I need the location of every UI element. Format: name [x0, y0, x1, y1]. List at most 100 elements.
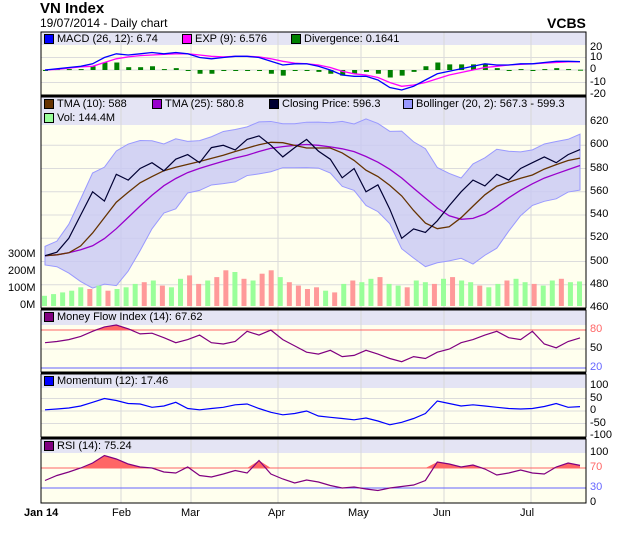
volume-bar — [60, 292, 66, 306]
legend-swatch — [182, 34, 192, 44]
volume-bar — [386, 283, 392, 306]
divergence-bar — [209, 70, 215, 74]
divergence-bar — [138, 67, 144, 70]
divergence-bar — [233, 70, 239, 71]
legend-label: RSI (14): 75.24 — [57, 440, 132, 452]
volume-bar — [504, 280, 510, 306]
rsi-overbought-fill — [45, 455, 580, 468]
divergence-bar — [304, 70, 310, 71]
divergence-bar — [257, 70, 262, 71]
x-axis-label: Apr — [268, 507, 286, 519]
price-axis-label: 580 — [590, 161, 609, 174]
rsi-axis-label: 100 — [590, 446, 609, 458]
volume-bar — [350, 280, 356, 306]
legend-closing-price: Closing Price: 596.3 — [269, 98, 380, 110]
legend-tma10: TMA (10): 588 — [44, 98, 127, 110]
legend-label: Closing Price: 596.3 — [282, 98, 381, 110]
legend-swatch — [44, 312, 54, 322]
price-axis-label: 620 — [590, 115, 609, 127]
volume-bar — [323, 290, 329, 306]
price-axis-label: 480 — [590, 277, 609, 290]
volume-axis-label: 100M — [8, 282, 36, 294]
legend-macd: MACD (26, 12): 6.74 — [44, 33, 158, 45]
volume-bar — [495, 283, 501, 306]
momentum-line — [44, 397, 581, 426]
divergence-bar — [542, 69, 548, 71]
divergence-bar — [364, 70, 369, 72]
momentum-axis-label: -100 — [590, 429, 613, 441]
divergence-bar — [197, 70, 203, 74]
divergence-bar — [245, 70, 251, 71]
macd-axis-label: -10 — [590, 75, 606, 88]
volume-bar — [549, 280, 555, 306]
volume-bar — [314, 287, 320, 306]
price-axis-label: 540 — [590, 208, 609, 220]
brand-label: VCBS — [547, 15, 586, 31]
volume-bar — [259, 273, 265, 306]
legend-label: Bollinger (20, 2): 567.3 - 599.3 — [416, 98, 565, 110]
chart-title: VN Index — [40, 0, 105, 17]
divergence-bar — [435, 62, 441, 70]
volume-bar — [232, 272, 238, 306]
momentum-legend-band — [41, 374, 586, 388]
x-axis-label: May — [348, 507, 369, 519]
volume-bar — [96, 285, 102, 306]
legend-momentum: Momentum (12): 17.46 — [44, 375, 168, 387]
volume-axis-label: 200M — [8, 265, 36, 277]
volume-bar — [468, 282, 474, 306]
x-axis-label: Jul — [520, 507, 535, 519]
volume-bar — [168, 287, 174, 306]
price-axis-label: 460 — [590, 301, 609, 313]
legend-divergence: Divergence: 0.1641 — [291, 33, 399, 45]
divergence-bar — [102, 62, 108, 70]
momentum-axis-label: -50 — [590, 416, 606, 429]
divergence-bar — [161, 69, 167, 71]
volume-bar — [241, 278, 247, 306]
closing-price-line — [44, 135, 581, 257]
divergence-bar — [340, 70, 346, 76]
macd-axis-label: 10 — [590, 50, 603, 63]
divergence-bar — [494, 68, 500, 70]
divergence-bar — [328, 70, 334, 74]
mfi-legend-band — [41, 310, 586, 325]
legend-mfi: Money Flow Index (14): 67.62 — [44, 311, 203, 323]
rsi-axis-label: 0 — [590, 496, 597, 508]
divergence-bar — [173, 68, 179, 70]
legend-swatch — [403, 99, 413, 109]
divergence-bar — [471, 64, 476, 70]
volume-axis-label: 300M — [8, 248, 36, 260]
volume-bar — [477, 285, 483, 306]
rsi-legend-band — [41, 439, 586, 453]
volume-bar — [567, 282, 573, 306]
volume-bar — [205, 280, 211, 306]
legend-exp: EXP (9): 6.576 — [182, 33, 267, 45]
divergence-bar — [447, 64, 453, 70]
legend-bollinger: Bollinger (20, 2): 567.3 - 599.3 — [403, 98, 565, 110]
volume-bar — [540, 285, 546, 306]
legend-swatch — [44, 99, 54, 109]
macd-legend-band — [41, 32, 586, 45]
volume-bar — [368, 278, 374, 306]
mfi-axis-label: 20 — [590, 361, 603, 374]
legend-swatch — [44, 34, 54, 44]
legend-label: Momentum (12): 17.46 — [57, 375, 169, 387]
volume-axis-label: 0M — [20, 299, 36, 311]
volume-bar — [577, 281, 582, 306]
divergence-bar — [399, 70, 405, 76]
momentum-axis-label: 100 — [590, 379, 609, 391]
volume-bar — [105, 290, 111, 306]
divergence-bar — [185, 70, 191, 71]
volume-bar — [150, 280, 156, 306]
macd-axis-label: 20 — [590, 41, 603, 53]
divergence-bar — [150, 66, 155, 70]
x-axis-label: Mar — [181, 507, 200, 519]
legend-rsi: RSI (14): 75.24 — [44, 440, 132, 452]
volume-bar — [87, 289, 93, 306]
volume-bar — [332, 292, 338, 306]
volume-bar — [522, 282, 528, 306]
legend-volume: Vol: 144.4M — [44, 112, 115, 124]
divergence-bar — [423, 66, 429, 70]
legend-label: Money Flow Index (14): 67.62 — [57, 311, 203, 323]
